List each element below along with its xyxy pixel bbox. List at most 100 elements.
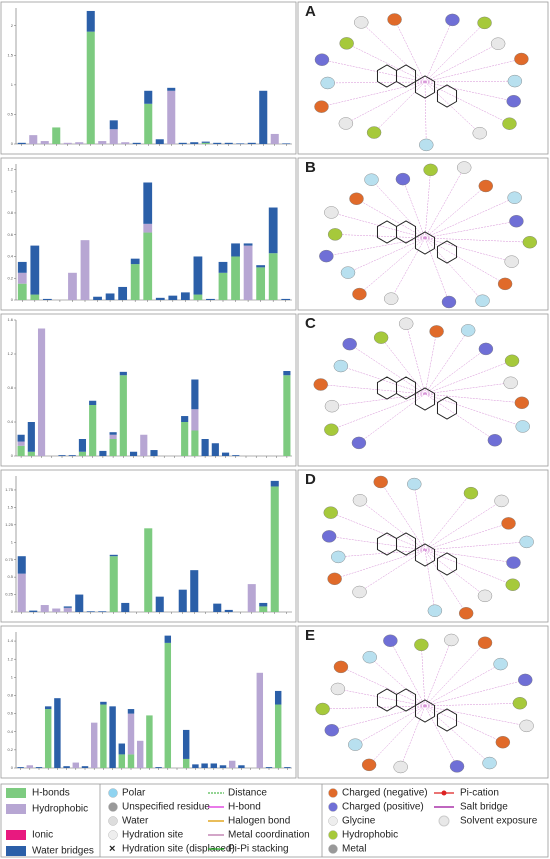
residue [342, 337, 357, 351]
residue [395, 172, 411, 186]
residue [463, 486, 479, 500]
bar-segment [190, 570, 199, 612]
bar-segment [221, 452, 230, 456]
residue [393, 760, 408, 774]
residue [477, 16, 492, 30]
bar-segment [181, 422, 189, 456]
bar-segment [17, 573, 26, 612]
molecule-ring [395, 688, 417, 712]
interaction-line [424, 642, 486, 707]
bar-segment [17, 767, 24, 768]
interaction-line [424, 185, 486, 239]
interaction-line [380, 481, 426, 551]
bar-segment [27, 451, 35, 456]
bar-segment [86, 10, 95, 32]
residue [494, 494, 509, 508]
residue [319, 249, 334, 263]
residue [490, 37, 506, 50]
y-tick-label: 1.5 [7, 52, 13, 57]
y-tick-label: 0.6 [7, 711, 13, 716]
bar-segment [224, 609, 233, 612]
interaction-line [391, 237, 426, 299]
residue [330, 682, 346, 696]
molecule-ring [436, 84, 458, 108]
interaction-line [321, 81, 426, 107]
bar-segment [30, 245, 40, 295]
residue [497, 277, 513, 291]
residue [472, 126, 487, 140]
legend-label: Ionic [32, 830, 53, 841]
bar-segment [121, 602, 130, 612]
interaction-line [424, 523, 509, 551]
bar-segment [270, 486, 279, 612]
molecule-ring [414, 75, 436, 99]
bar-segment [218, 261, 228, 273]
residue [407, 477, 422, 491]
residue [315, 702, 330, 716]
bar-segment [109, 554, 118, 557]
residue [477, 589, 493, 603]
legend-label: Distance [228, 788, 267, 799]
residue [515, 420, 530, 433]
residue [482, 756, 497, 770]
bar-segment [86, 31, 95, 144]
bar-segment [68, 455, 76, 456]
residue [352, 287, 367, 301]
bar-segment [265, 767, 273, 768]
interaction-line [340, 365, 426, 395]
bar-segment [127, 709, 135, 714]
residue [327, 228, 343, 241]
molecule-ring [395, 376, 417, 400]
bar-segment [167, 87, 176, 91]
bar-segment [193, 256, 203, 295]
interaction-line [334, 549, 426, 580]
bar-segment [243, 243, 253, 246]
bar-segment [155, 297, 165, 300]
interaction-line [424, 237, 450, 303]
interaction-line [424, 237, 530, 243]
residue [507, 191, 522, 204]
interaction-line [424, 330, 469, 395]
bar-segment [127, 754, 135, 768]
bar-segment [193, 294, 203, 300]
bar-segment [105, 293, 115, 300]
interaction-line [424, 167, 465, 239]
y-tick-label: 0.5 [7, 111, 13, 116]
residue [383, 634, 398, 647]
bar-segment [44, 706, 52, 710]
bar-segment [90, 722, 98, 768]
bar-segment [192, 764, 199, 768]
bar-segment [201, 141, 210, 143]
bar-segment [93, 296, 102, 300]
residue [351, 436, 367, 450]
bar-segment [17, 441, 25, 446]
residue [457, 161, 472, 174]
interaction-line [424, 679, 526, 707]
interaction-line [424, 81, 510, 124]
molecule-ring [414, 231, 436, 255]
residue [340, 266, 356, 279]
y-tick-label: 0.6 [7, 232, 13, 237]
bar-segment [283, 375, 291, 456]
bar-segment [143, 223, 153, 233]
bar-segment [201, 439, 209, 456]
interaction-line [405, 323, 426, 395]
residue [352, 494, 368, 507]
interaction-line [424, 81, 427, 145]
legend-label: Water [122, 816, 149, 827]
bar-segment [17, 272, 27, 284]
bar-segment [224, 142, 233, 144]
bar-segment [132, 142, 141, 144]
legend-icon [328, 802, 338, 812]
legend-swatch [6, 846, 26, 856]
y-tick-label: 1 [11, 674, 14, 679]
bar-segment [98, 611, 107, 612]
residue [348, 738, 363, 751]
residue [475, 294, 490, 307]
residue [384, 292, 399, 305]
panel-letter: E [305, 627, 315, 644]
y-tick-label: 0.2 [7, 275, 13, 280]
legend-label: Metal [342, 844, 366, 855]
interaction-line [424, 348, 487, 395]
interaction-line [347, 237, 426, 273]
